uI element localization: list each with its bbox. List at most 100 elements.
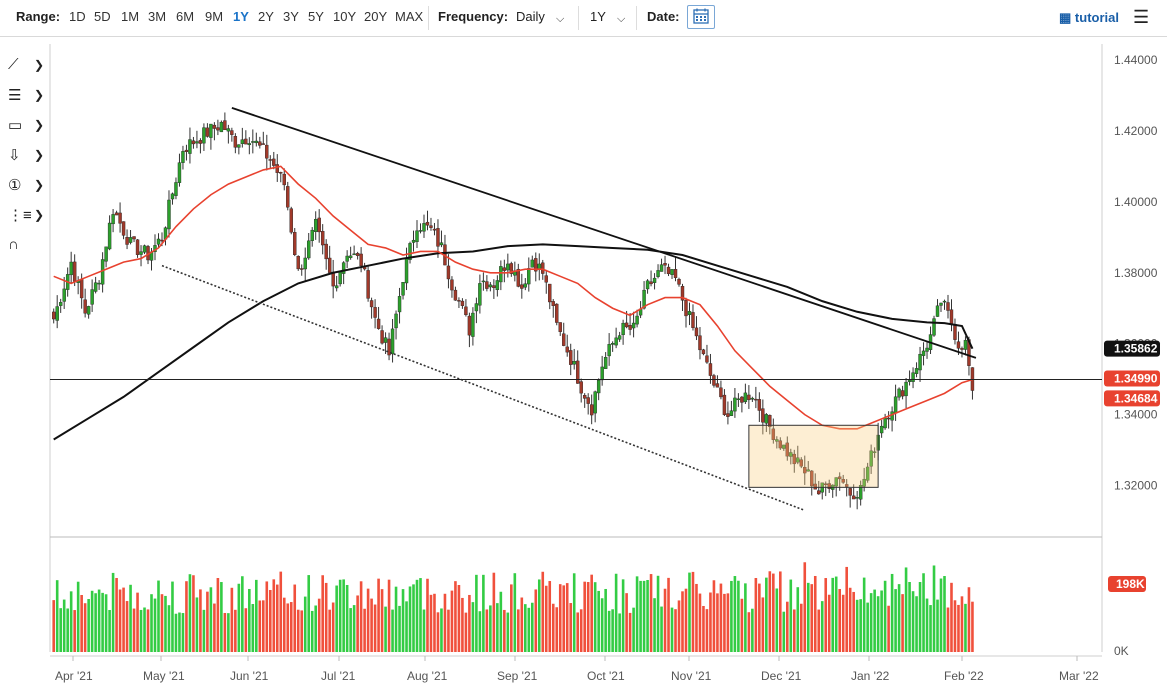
chevron-right-icon: ❯ bbox=[34, 208, 45, 222]
volume-bar bbox=[548, 581, 552, 652]
candle-body bbox=[338, 271, 342, 285]
volume-bar bbox=[971, 601, 974, 652]
range-3y[interactable]: 3Y bbox=[283, 9, 299, 24]
volume-bar bbox=[894, 589, 897, 652]
volume-bar bbox=[534, 589, 538, 652]
magnet-tool-icon[interactable]: ∩ bbox=[8, 236, 19, 253]
volume-bar bbox=[52, 600, 55, 652]
range-20y[interactable]: 20Y bbox=[364, 9, 388, 24]
range-2y[interactable]: 2Y bbox=[258, 9, 274, 24]
arrow-tool-icon[interactable]: ⇩ ❯ bbox=[8, 147, 45, 164]
candle-body bbox=[261, 143, 265, 145]
fibonacci-tool-icon[interactable]: ☰ ❯ bbox=[8, 87, 45, 104]
volume-bar bbox=[251, 604, 255, 652]
volume-bar bbox=[558, 584, 562, 652]
candle-body bbox=[380, 330, 384, 344]
candle-body bbox=[778, 440, 783, 449]
candle-body bbox=[387, 338, 391, 356]
candle-body bbox=[506, 263, 510, 271]
consolidation-box bbox=[748, 424, 879, 488]
volume-bar bbox=[817, 609, 821, 652]
candle-body bbox=[79, 278, 84, 299]
candle-body bbox=[541, 262, 545, 274]
volume-bar bbox=[908, 582, 911, 652]
candle-body bbox=[289, 208, 293, 233]
volume-bar bbox=[496, 603, 499, 652]
range-5y[interactable]: 5Y bbox=[308, 9, 324, 24]
chart-frame bbox=[49, 44, 1103, 657]
volume-bar bbox=[862, 577, 866, 652]
volume-bar bbox=[660, 606, 663, 652]
price-label-bg bbox=[1104, 340, 1160, 357]
volume-bar bbox=[600, 598, 604, 652]
candle-body bbox=[55, 306, 59, 321]
range-9m[interactable]: 9M bbox=[205, 9, 224, 24]
candle-body bbox=[785, 442, 789, 457]
volume-bar bbox=[583, 581, 586, 652]
pitchfork-tool-icon[interactable]: ⋮≡ ❯ bbox=[8, 207, 45, 224]
range-5d[interactable]: 5D bbox=[94, 9, 111, 24]
volume-bar bbox=[883, 580, 887, 652]
volume-bar bbox=[303, 596, 307, 652]
volume-bar bbox=[730, 580, 733, 652]
candle-body bbox=[628, 325, 632, 330]
candle-body bbox=[642, 289, 646, 309]
candle-body bbox=[589, 404, 594, 416]
volume-bar bbox=[268, 590, 272, 652]
volume-bar bbox=[712, 580, 716, 652]
chevron-down-icon[interactable]: ⌵ bbox=[617, 13, 626, 25]
candle-body bbox=[132, 236, 136, 240]
volume-bar bbox=[890, 573, 894, 652]
range-10y[interactable]: 10Y bbox=[333, 9, 357, 24]
candle-body bbox=[212, 124, 217, 129]
x-tick-label: Feb '22 bbox=[944, 669, 984, 683]
range-max[interactable]: MAX bbox=[395, 9, 424, 24]
volume-bar bbox=[461, 597, 464, 652]
chevron-right-icon: ❯ bbox=[34, 58, 45, 72]
candle-body bbox=[488, 284, 493, 288]
candle-body bbox=[397, 296, 402, 313]
volume-bar bbox=[331, 602, 335, 652]
candle-body bbox=[851, 495, 856, 500]
chevron-down-icon[interactable]: ⌵ bbox=[556, 13, 565, 25]
hamburger-menu-icon[interactable]: ☰ bbox=[1133, 7, 1150, 27]
candle-body bbox=[460, 300, 465, 306]
range-3m[interactable]: 3M bbox=[148, 9, 167, 24]
date-label: Date: bbox=[647, 9, 680, 24]
volume-bar bbox=[73, 610, 76, 652]
candle-body bbox=[282, 173, 286, 186]
range-1m[interactable]: 1M bbox=[121, 9, 140, 24]
candle-body bbox=[58, 302, 63, 306]
tutorial-link[interactable]: ▦ tutorial bbox=[1059, 10, 1119, 26]
volume-bar bbox=[457, 585, 461, 652]
range-6m[interactable]: 6M bbox=[176, 9, 195, 24]
volume-bar bbox=[593, 582, 597, 652]
volume-bar bbox=[607, 610, 611, 652]
range-1y[interactable]: 1Y bbox=[233, 9, 249, 24]
volume-bar bbox=[897, 584, 901, 652]
candle-body bbox=[572, 361, 576, 365]
candle-body bbox=[184, 149, 189, 152]
volume-bar bbox=[876, 596, 880, 652]
candle-body bbox=[502, 267, 507, 271]
volume-bar bbox=[719, 583, 723, 652]
volume-bar bbox=[66, 608, 69, 652]
trendline-tool-icon[interactable]: ⟋ ❯ bbox=[8, 56, 45, 73]
candle-body bbox=[960, 348, 964, 350]
rectangle-tool-icon[interactable]: ▭ ❯ bbox=[8, 117, 45, 134]
frequency-select[interactable]: Daily bbox=[516, 9, 545, 24]
text-marker-tool-icon[interactable]: ① ❯ bbox=[8, 177, 45, 194]
candle-body bbox=[551, 301, 555, 306]
volume-bar bbox=[646, 580, 649, 652]
candle-body bbox=[712, 375, 716, 386]
candle-body bbox=[492, 285, 496, 288]
period-select[interactable]: 1Y bbox=[590, 9, 606, 24]
calendar-icon[interactable] bbox=[687, 5, 715, 29]
range-1d[interactable]: 1D bbox=[69, 9, 86, 24]
chevron-right-icon: ❯ bbox=[34, 148, 45, 162]
volume-bar bbox=[754, 578, 758, 652]
volume-bar bbox=[286, 603, 290, 652]
volume-bar bbox=[55, 580, 59, 652]
candle-body bbox=[135, 239, 140, 255]
